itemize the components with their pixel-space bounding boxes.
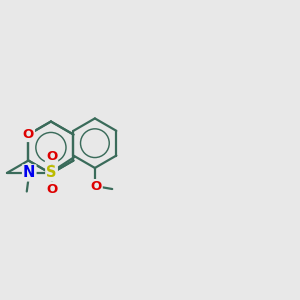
Text: O: O bbox=[23, 128, 34, 141]
Text: N: N bbox=[23, 165, 35, 180]
Text: O: O bbox=[46, 150, 57, 163]
Text: O: O bbox=[91, 180, 102, 193]
Text: O: O bbox=[46, 182, 57, 196]
Text: S: S bbox=[46, 165, 57, 180]
